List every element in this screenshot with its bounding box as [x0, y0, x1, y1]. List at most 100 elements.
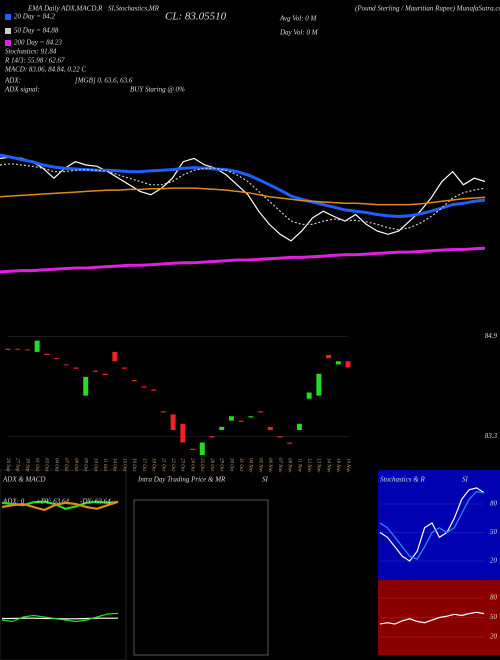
candle-body: [248, 416, 254, 418]
candle-body: [267, 426, 273, 430]
x-tick-label: 09 Oct: [83, 458, 88, 472]
x-tick-label: 21 Oct: [160, 458, 165, 472]
legend-entry: 50 Day = 84.88: [14, 27, 59, 35]
candle-body: [228, 416, 234, 421]
series-line: [379, 487, 485, 562]
rsi-label: R 14/3: 55.98 / 62.67: [4, 57, 65, 65]
x-tick-label: 17 Oct: [141, 458, 146, 472]
x-tick-label: 04 Oct: [53, 458, 58, 472]
series-line: [0, 153, 486, 219]
avg-vol: Avg Vol: 0 M: [279, 15, 318, 23]
series-line: [0, 187, 486, 206]
candle-body: [199, 442, 205, 455]
candle-body: [34, 340, 40, 352]
x-tick-label: 23 Oct: [180, 458, 185, 472]
candle-body: [54, 358, 60, 360]
candle-body: [209, 436, 215, 438]
y-tick-label: 50: [490, 528, 498, 536]
candle-body: [306, 392, 312, 399]
panel-title: ADX & MACD: [2, 476, 45, 484]
candle-body: [15, 348, 21, 350]
candle-body: [277, 436, 283, 438]
x-tick-label: 19 Nov: [345, 458, 350, 473]
x-tick-label: 22 Oct: [170, 458, 175, 472]
y-tick-label: 83.3: [485, 432, 498, 440]
y-tick-label: 50: [490, 613, 498, 621]
x-tick-label: 10 Oct: [92, 458, 97, 472]
x-tick-label: 14 Nov: [325, 458, 330, 473]
close-label: CL: 83.05510: [165, 11, 227, 23]
stoch-label: Stochastics: 91.84: [5, 48, 57, 56]
candle-body: [83, 376, 89, 396]
candle-body: [335, 361, 341, 365]
x-tick-label: 08 Nov: [287, 458, 292, 473]
signal: BUY Staring @ 0%: [130, 86, 185, 94]
x-tick-label: 03 Oct: [44, 458, 49, 472]
candle-body: [296, 423, 302, 430]
candle-body: [258, 411, 264, 413]
candle-body: [287, 442, 293, 444]
header-left: EMA Daily ADX,MACD,R: [27, 5, 103, 13]
y-tick-label: 20: [490, 557, 498, 565]
y-tick-label: 80: [490, 594, 498, 602]
adx-signal: ADX signal:: [4, 86, 40, 94]
candle-body: [102, 373, 108, 375]
x-tick-label: 16 Oct: [131, 458, 136, 472]
legend-swatch: [5, 28, 11, 34]
x-tick-label: 07 Nov: [277, 458, 282, 473]
candle-body: [151, 389, 157, 391]
intraday-title: Intra Day Trading Price & MR: [137, 476, 226, 484]
series-line: [379, 611, 485, 625]
legend-entry: 200 Day = 84.23: [14, 39, 62, 47]
x-tick-label: 29 Oct: [219, 458, 224, 472]
candle-body: [141, 386, 147, 388]
candle-body: [238, 420, 244, 422]
x-tick-label: 24 Oct: [189, 458, 194, 472]
x-tick-label: 11 Nov: [296, 458, 301, 473]
candle-body: [44, 353, 50, 355]
y-tick-label: 80: [490, 500, 498, 508]
candle-body: [24, 349, 30, 351]
x-tick-label: 14 Oct: [112, 458, 117, 472]
legend-entry: +DY: 63.64: [36, 498, 70, 506]
intraday-suffix: SI: [262, 476, 269, 484]
x-tick-label: 18 Oct: [151, 458, 156, 472]
x-tick-label: 30 Oct: [228, 458, 233, 472]
candle-body: [73, 367, 79, 369]
x-tick-label: 26 Sep: [5, 458, 10, 472]
header-pair: (Pound Sterling / Mauritian Rupee) Munaf…: [355, 5, 500, 13]
candle-body: [170, 414, 176, 430]
x-tick-label: 27 Sep: [15, 458, 20, 472]
series-line: [0, 246, 486, 274]
series-line: [1, 612, 119, 623]
legend-swatch: [5, 14, 11, 20]
candle-body: [160, 411, 166, 413]
x-tick-label: 08 Oct: [73, 458, 78, 472]
x-tick-label: 31 Oct: [238, 458, 243, 472]
candle-body: [92, 370, 98, 372]
x-tick-label: 25 Oct: [199, 458, 204, 472]
candle-body: [63, 364, 69, 366]
x-tick-label: 11 Oct: [102, 458, 107, 472]
series-line: [379, 490, 485, 560]
x-tick-label: 07 Oct: [63, 458, 68, 472]
y-tick-label: 20: [490, 633, 498, 641]
annotation: ADX: 0: [2, 498, 25, 506]
x-tick-label: 06 Nov: [267, 458, 272, 473]
x-tick-label: 28 Oct: [209, 458, 214, 472]
day-vol: Day Vol: 0 M: [279, 29, 319, 37]
panel-bg: [378, 470, 500, 580]
intraday-box: [133, 499, 269, 656]
adx-box: [0, 469, 127, 660]
candle-body: [180, 423, 186, 443]
x-tick-label: 15 Oct: [121, 458, 126, 472]
series-line: [0, 156, 486, 242]
candle-body: [326, 355, 332, 359]
candle-body: [5, 348, 11, 350]
x-tick-label: 30 Sep: [24, 458, 29, 472]
candle-body: [219, 426, 225, 430]
series-line: [0, 163, 486, 231]
candle-body: [122, 367, 128, 369]
adx-label: ADX:: [4, 77, 21, 85]
